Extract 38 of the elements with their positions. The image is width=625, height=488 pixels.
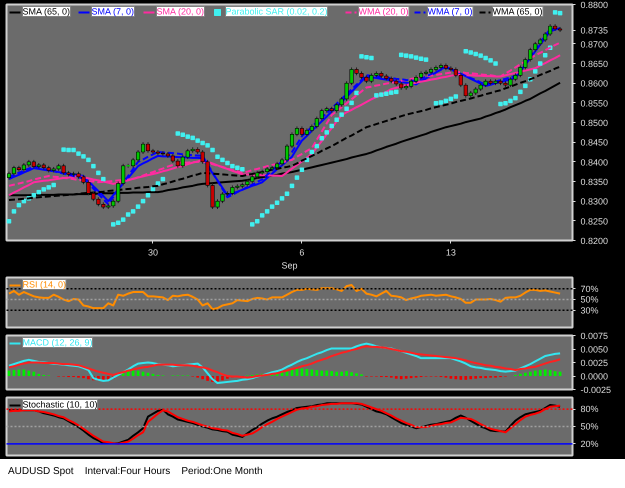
y-tick-label: 0.8800 xyxy=(580,0,608,10)
legend-label: SMA (20, 0) xyxy=(156,6,204,16)
x-tick-label: 30 xyxy=(148,248,158,258)
legend-label: WMA (7, 0) xyxy=(428,6,473,16)
y-tick-label: 0.8450 xyxy=(580,138,608,148)
y-tick-label: 0.8700 xyxy=(580,39,608,50)
y-tick-label: 0.8400 xyxy=(580,157,608,168)
y-tick-label: 70% xyxy=(580,284,599,294)
y-tick-label: 0.8550 xyxy=(580,98,608,108)
legend-label: WMA (65, 0) xyxy=(492,6,543,16)
legend-label: SMA (7, 0) xyxy=(92,6,134,16)
legend-label: Parabolic SAR (0.02, 0.2) xyxy=(226,6,328,16)
y-tick-label: 50% xyxy=(580,422,599,432)
text: AUDUSD Spot Interval:Four Hours Period:One Month xyxy=(8,465,263,479)
y-tick-label: 0.0075 xyxy=(580,331,608,341)
y-tick-label: 30% xyxy=(580,305,599,316)
y-tick-label: 0.8300 xyxy=(580,196,608,207)
y-tick-label: 0.8650 xyxy=(580,59,608,69)
y-tick-label: -0.0025 xyxy=(580,385,612,395)
y-tick-label: 0.8500 xyxy=(580,118,608,128)
x-axis-title: Sep xyxy=(281,260,298,270)
y-tick-label: 0.0025 xyxy=(580,358,608,368)
y-tick-label: 80% xyxy=(580,404,599,414)
y-tick-label: 20% xyxy=(580,438,599,449)
legend-label: Stochastic (10, 10) xyxy=(22,400,98,410)
y-tick-label: 0.0050 xyxy=(580,344,608,354)
y-tick-label: 0.8250 xyxy=(580,216,608,226)
legend-label: RSI (14, 0) xyxy=(22,280,66,290)
x-tick-label: 13 xyxy=(446,248,456,258)
y-tick-label: 0.8600 xyxy=(580,78,608,89)
x-tick-label: 6 xyxy=(299,248,304,258)
y-tick-label: 50% xyxy=(580,294,599,305)
legend-label: SMA (65, 0) xyxy=(22,6,70,16)
y-tick-label: 0.8200 xyxy=(580,236,608,246)
y-tick-label: 0.0000 xyxy=(580,372,608,382)
legend-label: MACD (12, 26, 9) xyxy=(22,338,93,348)
y-tick-label: 0.8735 xyxy=(580,26,608,36)
y-tick-label: 0.8350 xyxy=(580,177,608,187)
